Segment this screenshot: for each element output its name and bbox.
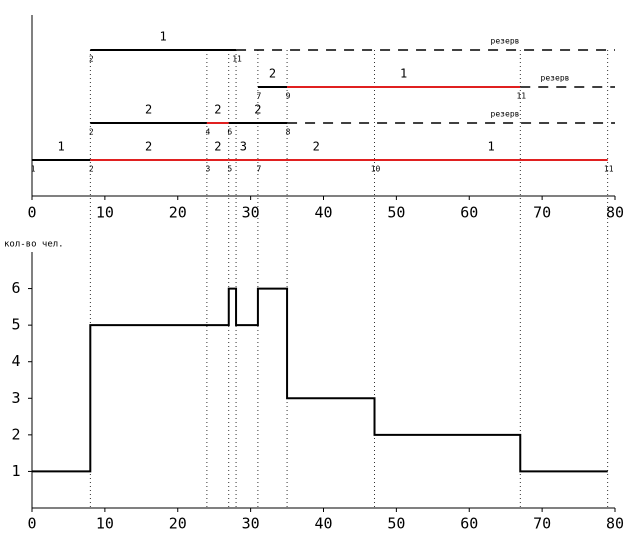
reserve-label: резерв bbox=[491, 37, 520, 46]
y-tick-label: 2 bbox=[11, 425, 20, 443]
activity-label: 2 bbox=[214, 103, 221, 117]
activity-label: 2 bbox=[214, 140, 221, 154]
node-label: 11 bbox=[232, 55, 242, 64]
x-tick-label: 30 bbox=[242, 515, 260, 533]
x-tick-label: 60 bbox=[460, 204, 478, 222]
x-tick-label: 50 bbox=[387, 515, 405, 533]
y-tick-label: 5 bbox=[11, 316, 20, 334]
y-tick-label: 6 bbox=[11, 279, 20, 297]
activity-label: 2 bbox=[145, 103, 152, 117]
node-label: 5 bbox=[227, 165, 232, 174]
node-label: 3 bbox=[205, 165, 210, 174]
x-tick-label: 80 bbox=[606, 204, 624, 222]
activity-label: 1 bbox=[160, 30, 167, 44]
y-tick-label: 1 bbox=[11, 462, 20, 480]
x-tick-label: 10 bbox=[96, 515, 114, 533]
x-tick-label: 40 bbox=[314, 515, 332, 533]
reserve-label: резерв bbox=[541, 74, 570, 83]
activity-label: 2 bbox=[145, 140, 152, 154]
y-tick-label: 4 bbox=[11, 352, 20, 370]
x-tick-label: 0 bbox=[27, 515, 36, 533]
step-line bbox=[32, 287, 608, 473]
x-tick-label: 0 bbox=[27, 204, 36, 222]
activity-label: 1 bbox=[400, 67, 407, 81]
x-tick-label: 10 bbox=[96, 204, 114, 222]
x-tick-label: 70 bbox=[533, 204, 551, 222]
activity-label: 1 bbox=[487, 140, 494, 154]
node-label: 9 bbox=[286, 92, 291, 101]
activity-label: 3 bbox=[240, 140, 247, 154]
x-tick-label: 60 bbox=[460, 515, 478, 533]
x-tick-label: 80 bbox=[606, 515, 624, 533]
activity-label: 1 bbox=[58, 140, 65, 154]
node-label: 2 bbox=[89, 128, 94, 137]
node-label: 8 bbox=[286, 128, 291, 137]
x-tick-label: 20 bbox=[169, 515, 187, 533]
reserve-label: резерв bbox=[491, 110, 520, 119]
node-label: 6 bbox=[227, 128, 232, 137]
activity-label: 2 bbox=[313, 140, 320, 154]
x-tick-label: 50 bbox=[387, 204, 405, 222]
node-label: 11 bbox=[516, 92, 526, 101]
node-label: 10 bbox=[371, 165, 381, 174]
activity-label: 2 bbox=[269, 67, 276, 81]
y-axis-label: кол-во чел. bbox=[4, 240, 64, 250]
x-tick-label: 20 bbox=[169, 204, 187, 222]
node-label: 2 bbox=[89, 55, 94, 64]
node-label: 1 bbox=[31, 165, 36, 174]
y-tick-label: 3 bbox=[11, 389, 20, 407]
activity-label: 2 bbox=[254, 103, 261, 117]
node-label: 2 bbox=[89, 165, 94, 174]
node-label: 11 bbox=[604, 165, 614, 174]
x-tick-label: 70 bbox=[533, 515, 551, 533]
x-tick-label: 40 bbox=[314, 204, 332, 222]
node-label: 7 bbox=[256, 92, 261, 101]
node-label: 7 bbox=[256, 165, 261, 174]
x-tick-label: 30 bbox=[242, 204, 260, 222]
node-label: 4 bbox=[205, 128, 210, 137]
